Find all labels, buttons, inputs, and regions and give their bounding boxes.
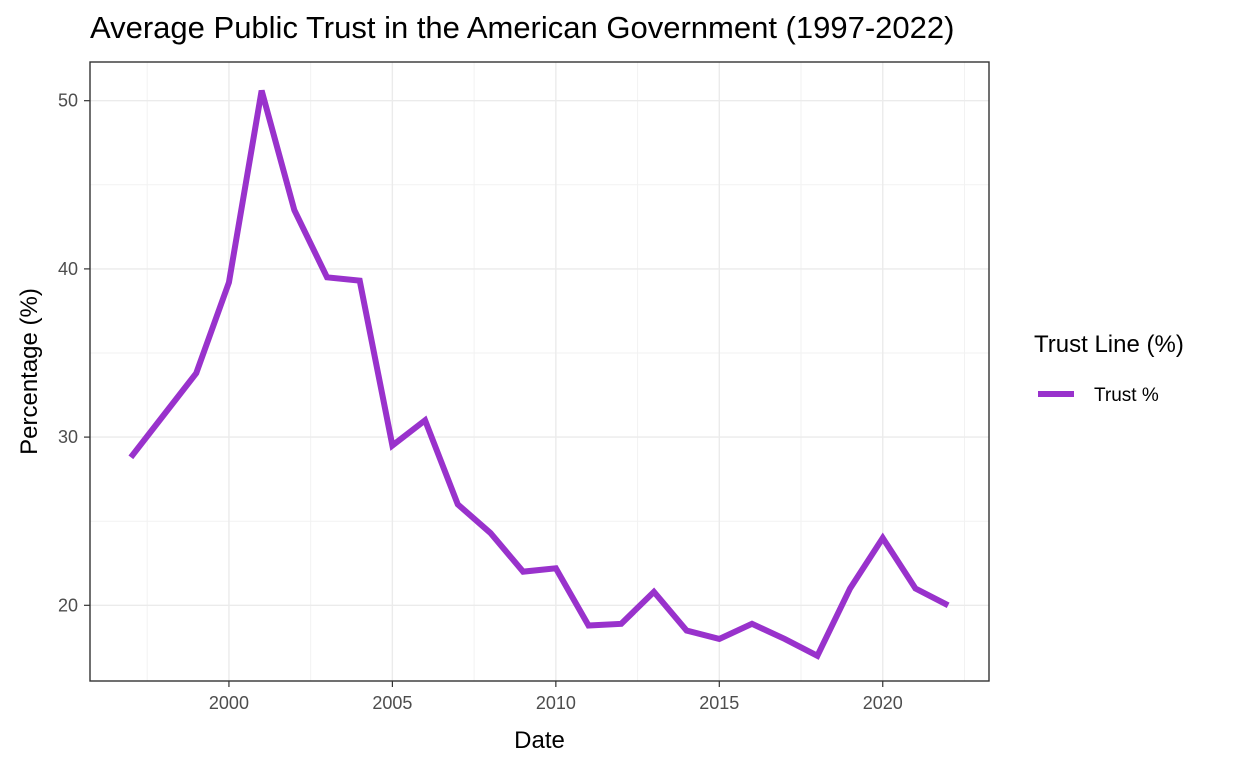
x-tick-label: 2005 <box>372 693 412 713</box>
y-axis-title: Percentage (%) <box>16 288 43 455</box>
series-layer <box>128 89 950 660</box>
x-tick-label: 2010 <box>536 693 576 713</box>
minor-gridlines <box>90 62 989 681</box>
y-tick-label: 30 <box>58 427 78 447</box>
legend: Trust Line (%) Trust % <box>1034 331 1184 406</box>
x-axis-title: Date <box>514 727 565 754</box>
x-tick-label: 2000 <box>209 693 249 713</box>
x-axis: 2000 2005 2010 2015 2020 <box>209 681 903 713</box>
y-axis: 20 30 40 50 <box>58 91 90 615</box>
chart-title: Average Public Trust in the American Gov… <box>90 10 955 45</box>
x-tick-label: 2020 <box>863 693 903 713</box>
y-tick-label: 20 <box>58 595 78 615</box>
plot-border <box>89 61 990 682</box>
legend-label-trust: Trust % <box>1094 385 1159 406</box>
plot-panel <box>90 62 989 681</box>
series-line-0 <box>128 89 950 660</box>
y-tick-label: 50 <box>58 91 78 111</box>
major-gridlines <box>90 62 989 681</box>
x-tick-label: 2015 <box>699 693 739 713</box>
legend-title: Trust Line (%) <box>1034 331 1184 358</box>
y-tick-label: 40 <box>58 259 78 279</box>
